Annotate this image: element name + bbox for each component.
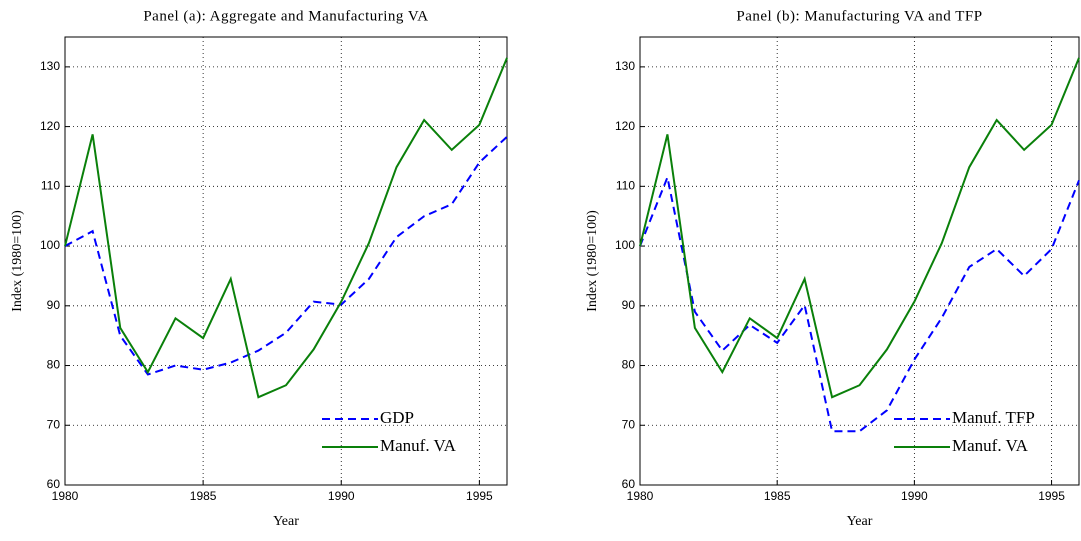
legend-label: GDP [380, 408, 414, 427]
x-tick-label: 1980 [627, 489, 654, 503]
y-axis-label: Index (1980=100) [10, 210, 25, 312]
x-tick-label: 1995 [466, 489, 493, 503]
y-tick-label: 70 [47, 417, 61, 431]
x-tick-label: 1990 [901, 489, 928, 503]
y-tick-label: 130 [615, 59, 635, 73]
y-tick-label: 60 [47, 477, 61, 491]
legend-label: Manuf. TFP [952, 408, 1035, 427]
plot-area [65, 37, 507, 485]
y-tick-label: 90 [622, 298, 636, 312]
y-tick-label: 120 [615, 119, 635, 133]
x-tick-label: 1980 [52, 489, 79, 503]
plot-frame [639, 36, 1080, 486]
chart-title: Panel (b): Manufacturing VA and TFP [736, 8, 982, 24]
data-line [639, 57, 1080, 399]
x-tick-label: 1995 [1038, 489, 1065, 503]
y-axis-label: Index (1980=100) [585, 210, 600, 312]
data-line [64, 57, 508, 399]
plot-area [640, 37, 1079, 485]
y-tick-label: 130 [40, 59, 60, 73]
y-tick-label: 110 [41, 179, 60, 193]
y-tick-label: 120 [40, 119, 60, 133]
legend-label: Manuf. VA [952, 436, 1029, 455]
y-tick-label: 70 [622, 417, 636, 431]
y-tick-label: 100 [615, 238, 635, 252]
y-tick-label: 90 [47, 298, 61, 312]
y-tick-label: 60 [622, 477, 636, 491]
x-tick-label: 1985 [764, 489, 791, 503]
y-tick-label: 80 [47, 358, 61, 372]
data-line [64, 136, 508, 376]
x-tick-label: 1985 [190, 489, 217, 503]
x-tick-label: 1990 [328, 489, 355, 503]
plot-frame [64, 36, 508, 486]
legend-label: Manuf. VA [380, 436, 457, 455]
y-tick-label: 100 [40, 238, 60, 252]
y-tick-label: 80 [622, 358, 636, 372]
x-axis-label: Year [847, 514, 873, 529]
y-tick-label: 110 [616, 179, 635, 193]
chart-title: Panel (a): Aggregate and Manufacturing V… [143, 8, 428, 24]
x-axis-label: Year [273, 514, 299, 529]
